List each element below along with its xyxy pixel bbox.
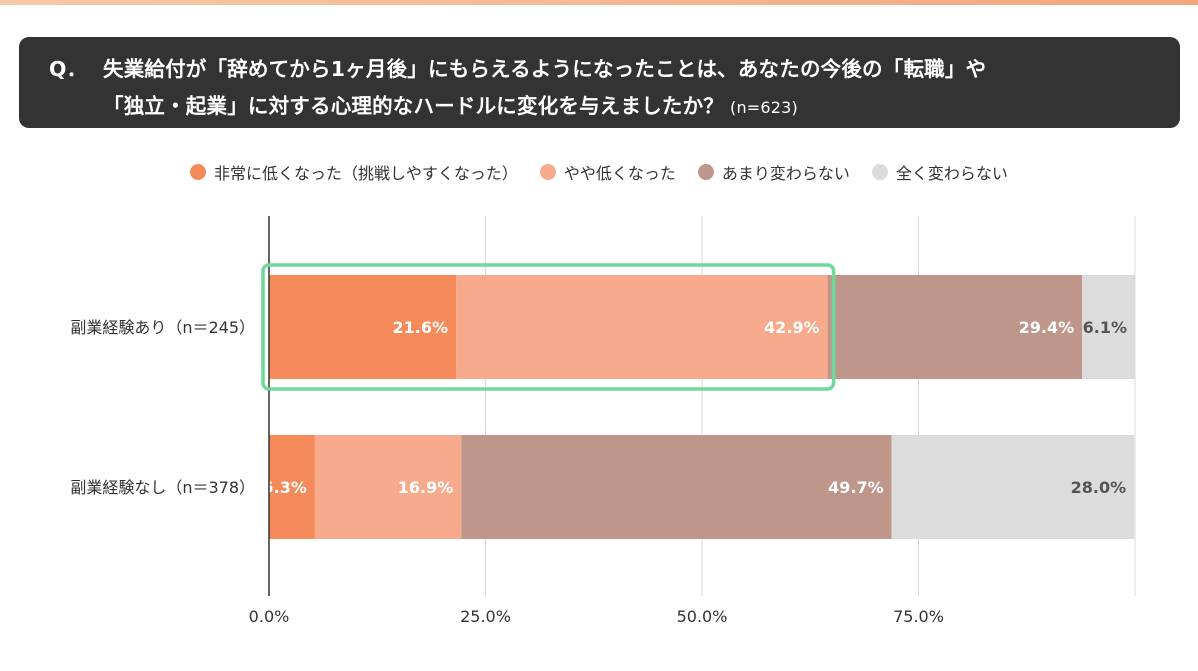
legend-dot-not-much [697, 164, 714, 180]
x-tick-label: 50.0% [677, 607, 728, 626]
data-label: 28.0% [1071, 478, 1127, 497]
x-tick-label: 75.0% [893, 607, 944, 626]
legend-item-no-change: 全く変わらない [871, 160, 1008, 184]
sample-size: (n=623) [730, 98, 798, 117]
legend-dot-very-low [190, 164, 207, 180]
data-label: 16.9% [398, 478, 454, 497]
bar-segment [827, 275, 1083, 379]
bar-segment [891, 435, 1135, 539]
data-label: 49.7% [828, 478, 884, 497]
bar-segment [314, 435, 462, 539]
bar-segment [456, 275, 828, 379]
legend-item-not-much: あまり変わらない [697, 160, 850, 184]
category-label: 副業経験なし（n＝378） [70, 478, 255, 497]
bar-segment [269, 275, 457, 379]
question-text-2: 「独立・起業」に対する心理的なハードルに変化を与えましたか？ [103, 94, 724, 118]
legend-label-very-low: 非常に低くなった（挑戦しやすくなった） [214, 164, 518, 183]
question-line-1: Q． 失業給付が「辞めてから1ヶ月後」にもらえるようになったことは、あなたの今後の… [49, 52, 986, 82]
highlight-frame [261, 263, 836, 391]
legend-label-not-much: あまり変わらない [721, 164, 850, 183]
question-line-2: 「独立・起業」に対する心理的なハードルに変化を与えましたか？ (n=623) [103, 89, 798, 119]
legend-item-very-low: 非常に低くなった（挑戦しやすくなった） [190, 160, 518, 184]
data-label: 6.1% [1083, 318, 1127, 337]
legend-item-slightly-low: やや低くなった [539, 160, 676, 184]
top-accent-bar [0, 0, 1198, 5]
legend-dot-slightly-low [539, 164, 556, 180]
question-prefix: Q． [49, 57, 88, 81]
legend-dot-no-change [871, 164, 888, 180]
x-tick-label: 0.0% [249, 607, 290, 626]
bar-segment [461, 435, 892, 539]
chart-legend: 非常に低くなった（挑戦しやすくなった） やや低くなった あまり変わらない 全く変… [0, 160, 1198, 184]
question-box: Q． 失業給付が「辞めてから1ヶ月後」にもらえるようになったことは、あなたの今後の… [19, 37, 1180, 128]
legend-label-no-change: 全く変わらない [895, 164, 1008, 183]
data-label: 29.4% [1019, 318, 1075, 337]
bar-segment [269, 435, 315, 539]
question-text-1: 失業給付が「辞めてから1ヶ月後」にもらえるようになったことは、あなたの今後の「転… [103, 57, 987, 81]
category-label: 副業経験あり（n＝245） [70, 318, 255, 337]
x-tick-label: 25.0% [460, 607, 511, 626]
bar-segment [1082, 275, 1135, 379]
data-label: 5.3% [263, 478, 307, 497]
data-label: 21.6% [393, 318, 449, 337]
legend-label-slightly-low: やや低くなった [563, 164, 676, 183]
data-label: 42.9% [764, 318, 820, 337]
